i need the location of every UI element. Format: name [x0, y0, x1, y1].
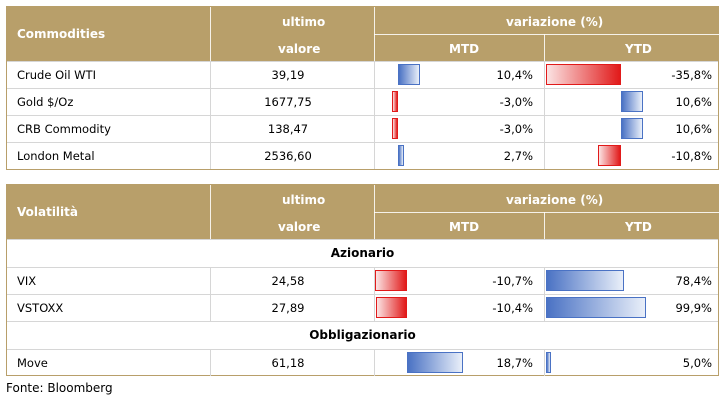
table-row: VSTOXX 27,89 -10,4% 99,9%	[7, 294, 718, 321]
row-mtd-label: 18,7%	[496, 356, 533, 370]
row-ytd-label: 5,0%	[682, 356, 712, 370]
col-mtd: MTD	[449, 220, 480, 234]
table-row: Crude Oil WTI 39,19 10,4% -35,8%	[7, 61, 718, 88]
volatility-header: Volatilità ultimo valore variazione (%) …	[7, 185, 720, 239]
row-name: Crude Oil WTI	[17, 68, 96, 82]
volatility-table: Volatilità ultimo valore variazione (%) …	[6, 184, 720, 376]
row-name: Gold $/Oz	[17, 95, 74, 109]
commodities-header: Commodities ultimo valore variazione (%)…	[7, 7, 720, 61]
row-mtd-label: -3,0%	[499, 122, 533, 136]
row-ytd-label: 10,6%	[675, 122, 712, 136]
ytd-bar	[546, 270, 625, 291]
col-valore: valore	[278, 220, 321, 234]
ytd-bar	[546, 352, 551, 373]
row-name: VSTOXX	[17, 301, 64, 315]
table-row: London Metal 2536,60 2,7% -10,8%	[7, 142, 718, 169]
commodities-table: Commodities ultimo valore variazione (%)…	[6, 6, 720, 170]
row-ytd-label: -10,8%	[671, 149, 712, 163]
mtd-bar	[398, 145, 404, 166]
row-value: 61,18	[271, 356, 305, 370]
col-valore: valore	[278, 42, 321, 56]
source-note: Fonte: Bloomberg	[6, 381, 113, 395]
row-mtd-label: 2,7%	[503, 149, 533, 163]
row-value: 24,58	[271, 274, 305, 288]
volatility-title: Volatilità	[17, 205, 78, 219]
col-mtd: MTD	[449, 42, 480, 56]
row-value: 138,47	[267, 122, 309, 136]
row-mtd-label: 10,4%	[496, 68, 533, 82]
mtd-bar	[391, 118, 398, 139]
mtd-bar	[407, 352, 464, 373]
row-mtd-label: -10,7%	[492, 274, 533, 288]
row-ytd-label: 78,4%	[675, 274, 712, 288]
row-value: 27,89	[271, 301, 305, 315]
row-name: CRB Commodity	[17, 122, 111, 136]
col-ytd: YTD	[625, 220, 652, 234]
row-mtd-label: -10,4%	[492, 301, 533, 315]
ytd-bar	[546, 297, 646, 318]
col-ultimo: ultimo	[282, 15, 326, 29]
table-row: Gold $/Oz 1677,75 -3,0% 10,6%	[7, 88, 718, 115]
ytd-bar	[598, 145, 621, 166]
col-variazione: variazione (%)	[506, 15, 604, 29]
ytd-bar	[621, 91, 644, 112]
row-name: VIX	[17, 274, 37, 288]
table-row: VIX 24,58 -10,7% 78,4%	[7, 267, 718, 294]
mtd-bar	[374, 270, 407, 291]
col-ytd: YTD	[625, 42, 652, 56]
col-ultimo: ultimo	[282, 193, 326, 207]
row-name: Move	[17, 356, 48, 370]
col-variazione: variazione (%)	[506, 193, 604, 207]
commodities-title: Commodities	[17, 27, 106, 41]
row-value: 2536,60	[264, 149, 312, 163]
row-ytd-label: 99,9%	[675, 301, 712, 315]
row-mtd-label: -3,0%	[499, 95, 533, 109]
table-row: CRB Commodity 138,47 -3,0% 10,6%	[7, 115, 718, 142]
ytd-bar	[621, 118, 644, 139]
ytd-bar	[545, 64, 621, 85]
mtd-bar	[391, 91, 398, 112]
row-value: 1677,75	[264, 95, 312, 109]
row-ytd-label: -35,8%	[671, 68, 712, 82]
row-name: London Metal	[17, 149, 95, 163]
mtd-bar	[398, 64, 421, 85]
row-value: 39,19	[271, 68, 305, 82]
section-equity: Azionario	[7, 239, 718, 267]
table-row: Move 61,18 18,7% 5,0%	[7, 349, 718, 376]
section-bond: Obbligazionario	[7, 321, 718, 349]
row-ytd-label: 10,6%	[675, 95, 712, 109]
mtd-bar	[375, 297, 407, 318]
